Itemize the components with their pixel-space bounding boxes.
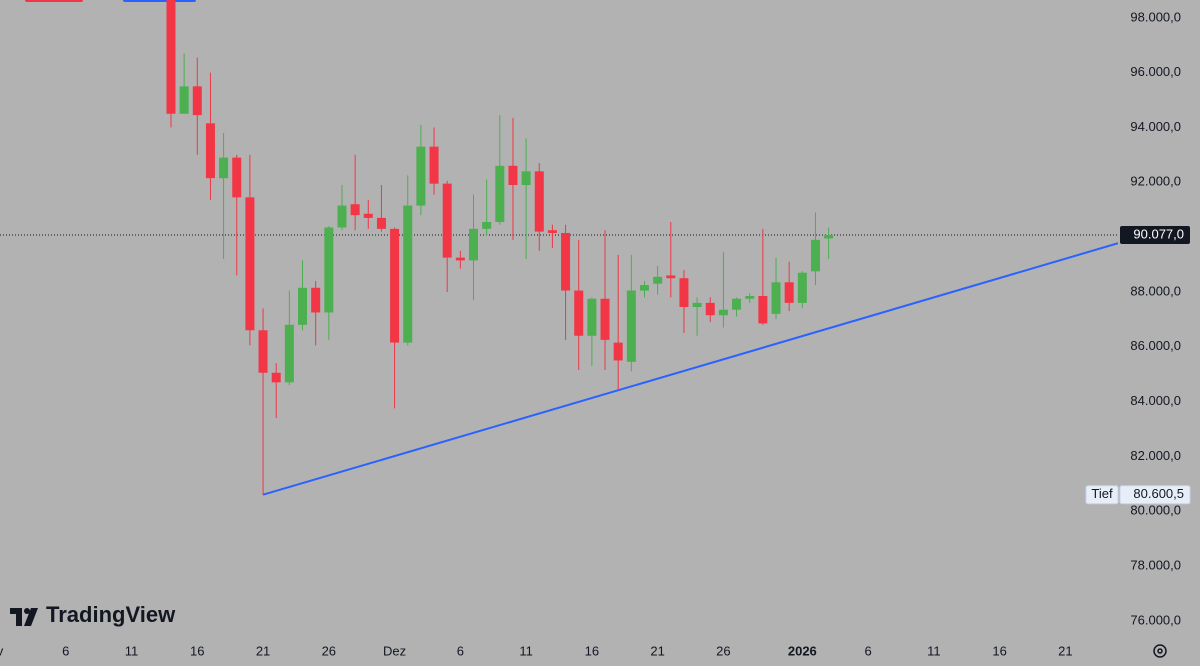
- x-tick-label: 26: [716, 643, 730, 658]
- candle-body: [258, 330, 268, 373]
- candle-body: [350, 204, 360, 216]
- candle-body: [666, 275, 676, 279]
- candle-body: [179, 86, 189, 114]
- candle-body: [653, 276, 663, 284]
- x-tick-label: 21: [256, 643, 270, 658]
- low-marker-name-box: [1085, 485, 1119, 505]
- candle-body: [679, 278, 689, 307]
- x-tick-label: Dez: [383, 643, 406, 658]
- candle-body: [390, 228, 400, 343]
- x-tick-label: 6: [62, 643, 69, 658]
- candle-body: [232, 157, 242, 198]
- candle-body: [311, 287, 321, 313]
- x-tick-label: v: [0, 643, 4, 658]
- candle-body: [508, 165, 518, 186]
- x-tick-label: 11: [927, 643, 941, 658]
- candle-body: [324, 227, 334, 313]
- candle-body: [810, 239, 820, 272]
- y-tick-label: 82.000,0: [1130, 448, 1181, 463]
- watermark: TradingView: [46, 602, 176, 627]
- candle-body: [337, 205, 347, 228]
- candle-body: [376, 217, 386, 229]
- candle-body: [797, 272, 807, 303]
- candle-body: [219, 157, 229, 179]
- candle-body: [495, 165, 505, 223]
- candle-body: [587, 298, 597, 336]
- candle-body: [205, 123, 215, 179]
- candle-body: [574, 290, 584, 336]
- candle-body: [284, 324, 294, 383]
- y-tick-label: 98.000,0: [1130, 9, 1181, 24]
- candle-body: [626, 290, 636, 362]
- candle-body: [613, 342, 623, 361]
- y-tick-label: 84.000,0: [1130, 393, 1181, 408]
- x-tick-label: 11: [125, 643, 139, 658]
- candle-body: [442, 183, 452, 258]
- y-tick-label: 96.000,0: [1130, 64, 1181, 79]
- x-tick-label: 21: [1058, 643, 1072, 658]
- last-price-label: 90.077,0: [1133, 226, 1184, 241]
- y-tick-label: 80.000,0: [1130, 503, 1181, 518]
- candle-body: [745, 296, 755, 299]
- candle-body: [271, 372, 281, 383]
- candle-body: [705, 302, 715, 316]
- candle-body: [455, 257, 465, 261]
- candle-body: [639, 285, 649, 291]
- candle-body: [600, 298, 610, 340]
- candle-body: [718, 309, 728, 316]
- buy-button[interactable]: [123, 0, 196, 2]
- candle-body: [521, 171, 531, 186]
- candle-body: [547, 230, 557, 233]
- y-tick-label: 94.000,0: [1130, 119, 1181, 134]
- candle-body: [469, 228, 479, 261]
- x-tick-label: 16: [585, 643, 599, 658]
- candle-body: [771, 282, 781, 314]
- candle-body: [429, 146, 439, 184]
- y-tick-label: 78.000,0: [1130, 557, 1181, 572]
- candle-body: [732, 298, 742, 310]
- candle-body: [784, 282, 794, 303]
- x-tick-label: 16: [992, 643, 1006, 658]
- candle-body: [166, 0, 176, 114]
- low-marker-box: [1119, 485, 1191, 505]
- x-tick-label: 26: [322, 643, 336, 658]
- y-tick-label: 76.000,0: [1130, 612, 1181, 627]
- low-marker-name: Tief: [1091, 486, 1113, 501]
- x-tick-label: 2026: [788, 643, 817, 658]
- candle-body: [416, 146, 426, 206]
- candle-body: [245, 197, 255, 331]
- x-tick-label: 6: [457, 643, 464, 658]
- candle-body: [403, 205, 413, 343]
- candle-body: [363, 213, 373, 218]
- candle-body: [758, 296, 768, 324]
- low-marker-label: 80.600,5: [1133, 486, 1184, 501]
- candle-body: [561, 232, 571, 291]
- x-tick-label: 16: [190, 643, 204, 658]
- trendline: [262, 242, 1118, 496]
- logo: [10, 608, 38, 626]
- x-tick-label: 6: [864, 643, 871, 658]
- plot-area: [0, 0, 1118, 496]
- candle-body: [692, 302, 702, 307]
- y-tick-label: 86.000,0: [1130, 338, 1181, 353]
- sell-button[interactable]: [25, 0, 83, 2]
- candle-body: [824, 234, 834, 239]
- x-tick-label: 21: [650, 643, 664, 658]
- x-tick-label: 11: [519, 643, 533, 658]
- candle-body: [482, 222, 492, 229]
- last-price-box: [1120, 225, 1190, 244]
- candle-body: [534, 171, 544, 232]
- candle-body: [192, 86, 202, 116]
- y-tick-label: 92.000,0: [1130, 174, 1181, 189]
- y-tick-label: 88.000,0: [1130, 283, 1181, 298]
- settings-icon[interactable]: [1153, 644, 1167, 658]
- candle-body: [298, 287, 308, 325]
